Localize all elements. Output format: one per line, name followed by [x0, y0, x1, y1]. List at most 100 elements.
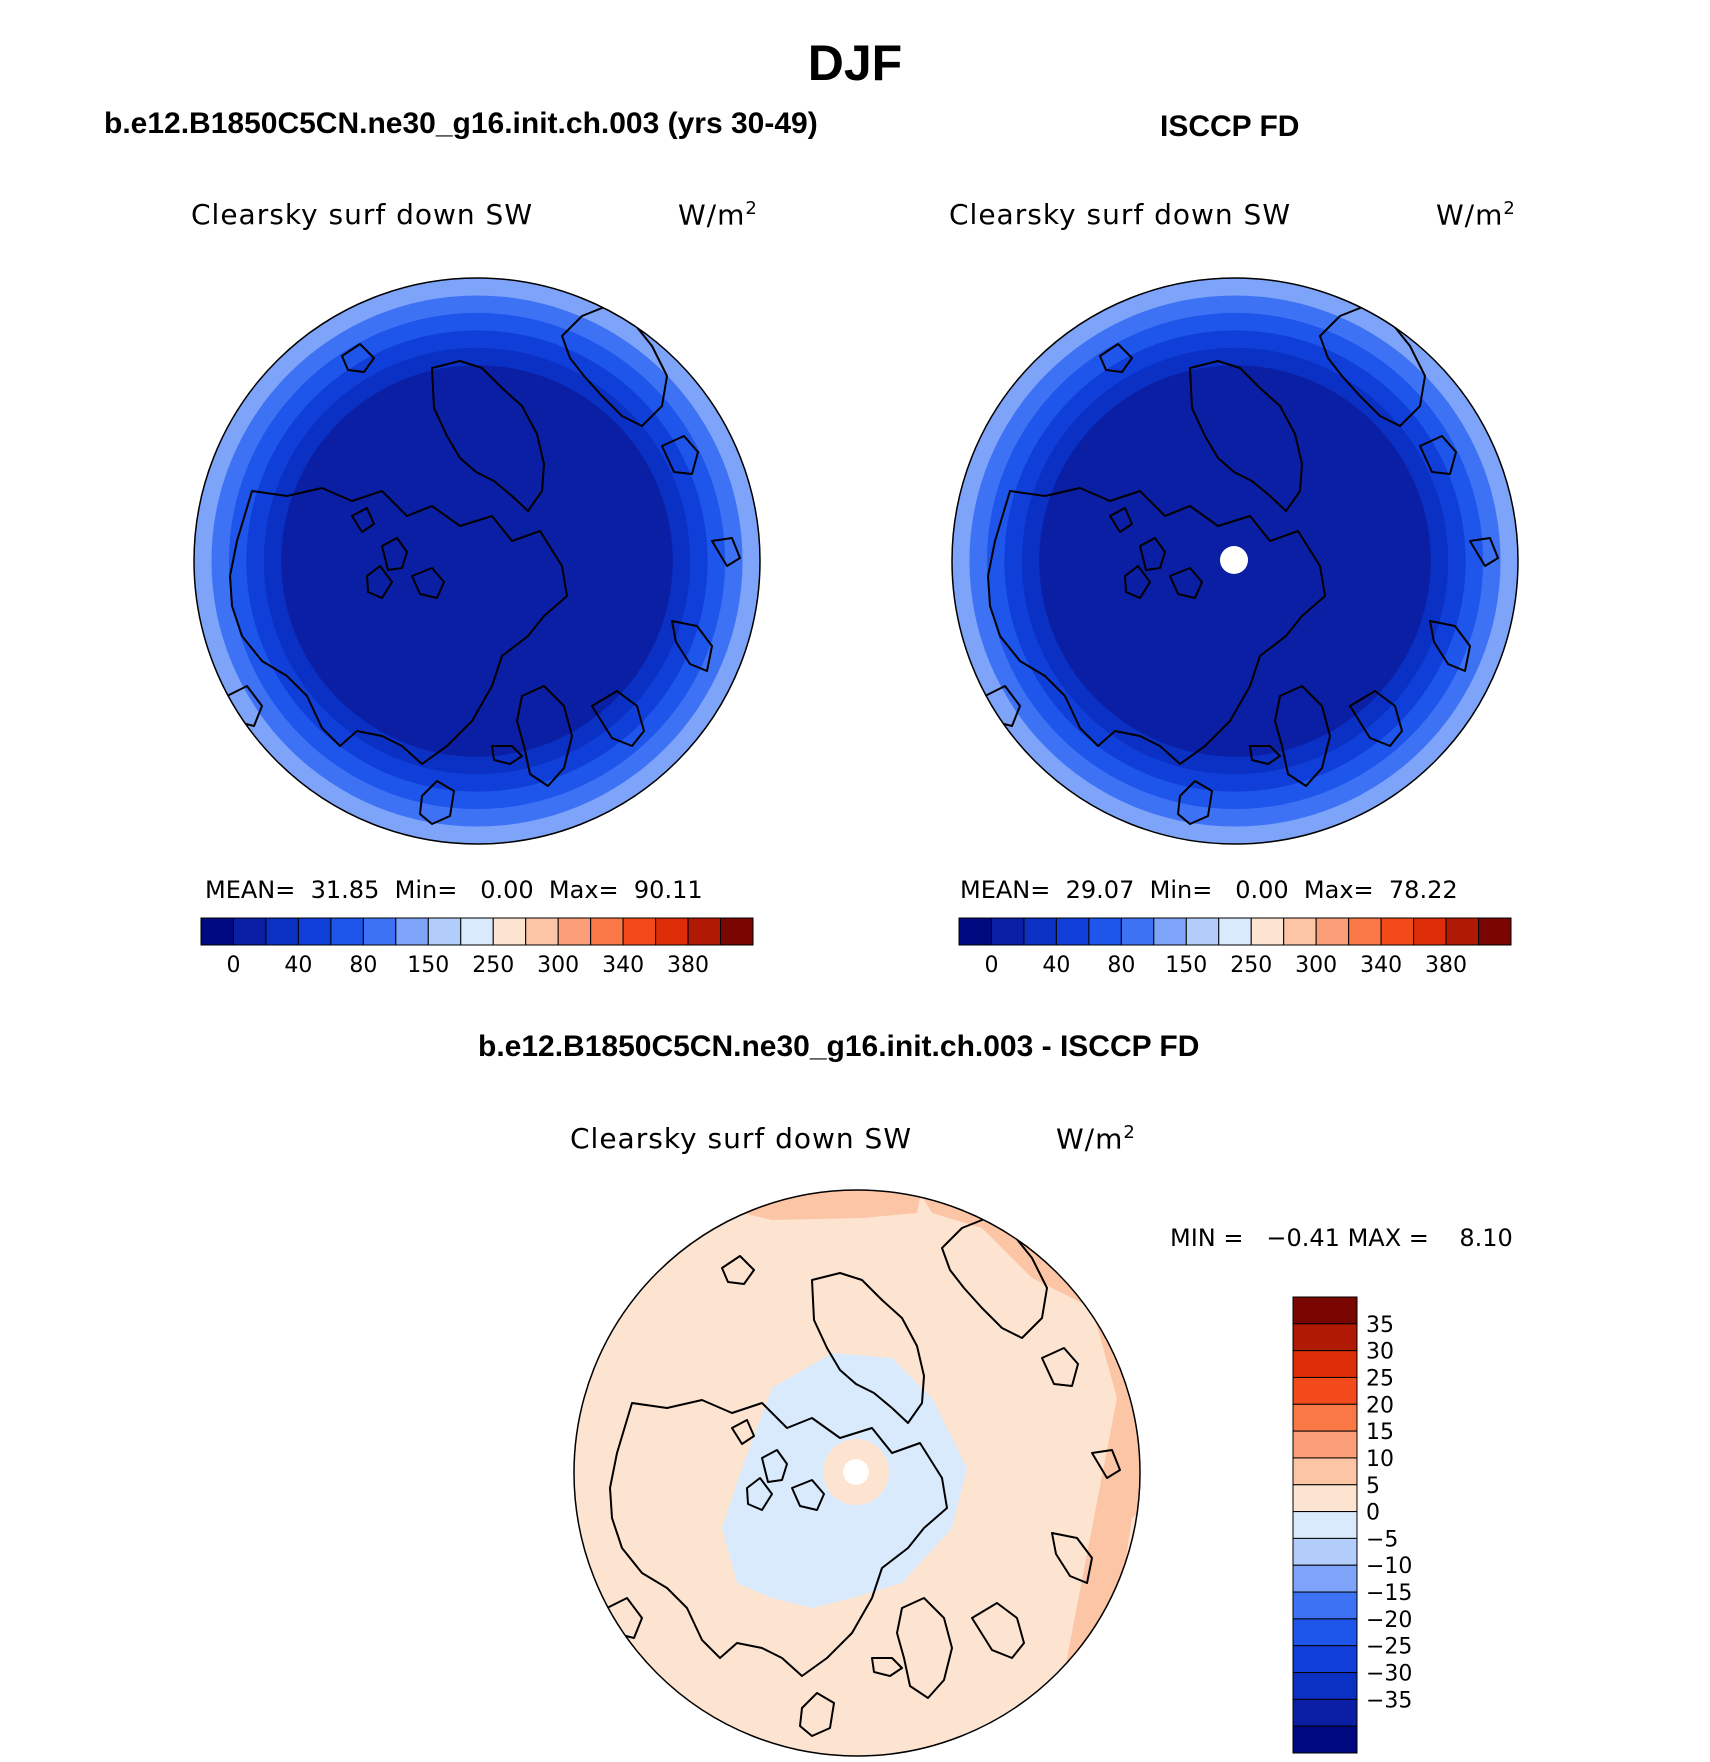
- min-label: Min=: [1149, 876, 1213, 904]
- panel2-colorbar: 0 40 80 150 250 300 340 380: [958, 917, 1512, 978]
- coastline: [1109, 507, 1133, 533]
- coastline: [1051, 1532, 1093, 1584]
- coastline: [1469, 537, 1499, 567]
- colorbar-swatch: [1292, 1511, 1358, 1539]
- colorbar-swatch: [1292, 1725, 1358, 1754]
- colorbar-tick-label: 250: [1230, 953, 1272, 978]
- coastlines: [984, 305, 1499, 825]
- diff-case-title: b.e12.B1850C5CN.ne30_g16.init.ch.003 - I…: [478, 1030, 1200, 1063]
- coastline: [491, 745, 523, 765]
- colorbar-swatch: [622, 917, 657, 946]
- colorbar-swatch: [720, 917, 754, 946]
- colorbar-swatch: [1292, 1403, 1358, 1432]
- max-label: Max=: [548, 876, 619, 904]
- colorbar-swatch: [1055, 917, 1090, 946]
- coastline: [721, 1255, 755, 1285]
- max-value: 90.11: [633, 876, 703, 904]
- colorbar-swatch: [1292, 1591, 1358, 1620]
- colorbar-swatch: [1445, 917, 1480, 946]
- coastline: [661, 435, 699, 475]
- coastline: [791, 1479, 825, 1511]
- colorbar-swatch: [687, 917, 722, 946]
- min-value: 0.00: [480, 876, 534, 904]
- coastline: [419, 780, 455, 825]
- page-title: DJF: [807, 35, 903, 91]
- colorbar-tick-label: 40: [1042, 953, 1070, 978]
- colorbar-tick-label: 340: [602, 953, 644, 978]
- colorbar-swatch: [1185, 917, 1220, 946]
- mean-value: 31.85: [310, 876, 380, 904]
- colorbar-swatch: [1292, 1618, 1358, 1647]
- coastline: [381, 537, 408, 571]
- colorbar-tick-label: 380: [667, 953, 709, 978]
- panel2-stats: MEAN= 29.07 Min= 0.00 Max= 78.22: [960, 876, 1458, 904]
- colorbar-swatch: [297, 917, 332, 946]
- colorbar-swatch: [492, 917, 527, 946]
- colorbar-tick-label: 380: [1425, 953, 1467, 978]
- colorbar-swatch: [1292, 1484, 1358, 1513]
- coastline: [366, 565, 393, 599]
- missing-data-pole: [843, 1459, 869, 1485]
- min-value: 0.00: [1235, 876, 1289, 904]
- coastline: [1274, 685, 1331, 787]
- colorbar-swatch: [1292, 1430, 1358, 1459]
- colorbar-swatch: [1153, 917, 1187, 946]
- colorbar-swatch: [200, 917, 234, 946]
- coastline: [799, 1692, 835, 1737]
- colorbar-swatch: [1348, 917, 1382, 946]
- colorbar-tick-label: 20: [1366, 1393, 1394, 1418]
- colorbar-tick-label: 40: [284, 953, 312, 978]
- colorbar-tick-label: 25: [1366, 1366, 1394, 1391]
- panel2-polar-map: [951, 277, 1519, 845]
- mean-value: 29.07: [1065, 876, 1135, 904]
- coastline: [731, 1419, 755, 1445]
- colorbar-tick-label: −25: [1366, 1635, 1412, 1660]
- panel2-var-title: Clearsky surf down SW: [949, 198, 1292, 231]
- colorbar-swatch: [525, 917, 559, 946]
- panel1-var-title: Clearsky surf down SW: [191, 198, 534, 231]
- colorbar-swatch: [1292, 1323, 1358, 1352]
- mean-label: MEAN=: [960, 876, 1051, 904]
- colorbar-tick-label: −15: [1366, 1581, 1412, 1606]
- colorbar-swatch: [1315, 917, 1350, 946]
- coastline: [811, 1272, 925, 1424]
- colorbar-tick-label: 15: [1366, 1420, 1394, 1445]
- colorbar-swatch: [265, 917, 299, 946]
- colorbar-swatch: [590, 917, 624, 946]
- diff-polar-map: [573, 1189, 1141, 1757]
- max-label: MAX =: [1347, 1224, 1429, 1252]
- coastline: [351, 507, 375, 533]
- colorbar-swatch: [1283, 917, 1317, 946]
- coastline: [746, 1477, 773, 1511]
- panel2-case-title: ISCCP FD: [1160, 110, 1300, 143]
- colorbar-tick-label: 300: [537, 953, 579, 978]
- colorbar-tick-label: 300: [1295, 953, 1337, 978]
- colorbar-swatch: [1413, 917, 1447, 946]
- colorbar-swatch: [655, 917, 689, 946]
- min-label: MIN =: [1170, 1224, 1244, 1252]
- max-label: Max=: [1303, 876, 1374, 904]
- coastline: [1177, 780, 1213, 825]
- colorbar-swatch: [1088, 917, 1122, 946]
- min-label: Min=: [394, 876, 458, 904]
- colorbar-swatch: [1218, 917, 1252, 946]
- coastline: [1099, 343, 1133, 373]
- colorbar-swatch: [1292, 1698, 1358, 1727]
- coastline: [896, 1597, 953, 1699]
- panel1-units: W/m2: [678, 198, 758, 232]
- colorbar-swatch: [1292, 1564, 1358, 1593]
- colorbar-tick-label: 10: [1366, 1447, 1394, 1472]
- coastline: [431, 360, 545, 512]
- contour-band-positive: [692, 1190, 922, 1220]
- colorbar-tick-label: 340: [1360, 953, 1402, 978]
- colorbar-swatch: [1292, 1350, 1358, 1378]
- colorbar-swatch: [1120, 917, 1155, 946]
- coastline: [1349, 690, 1403, 747]
- colorbar-swatch: [232, 917, 267, 946]
- colorbar-tick-label: 80: [1107, 953, 1135, 978]
- panel1-stats: MEAN= 31.85 Min= 0.00 Max= 90.11: [205, 876, 703, 904]
- coastline: [229, 487, 568, 765]
- coastline: [1124, 565, 1151, 599]
- coastline: [609, 1399, 948, 1677]
